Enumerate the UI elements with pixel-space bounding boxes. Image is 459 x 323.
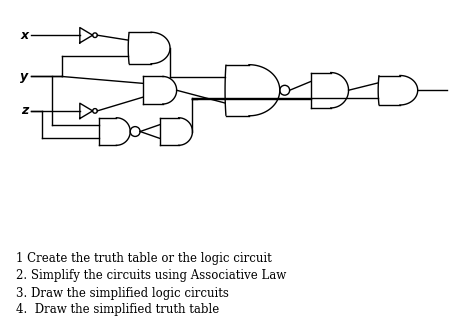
Text: 3. Draw the simplified logic circuits: 3. Draw the simplified logic circuits [17,287,229,300]
Text: y: y [21,70,28,83]
Text: 1 Create the truth table or the logic circuit: 1 Create the truth table or the logic ci… [17,252,272,265]
Text: 2. Simplify the circuits using Associative Law: 2. Simplify the circuits using Associati… [17,269,286,282]
Text: x: x [21,29,28,42]
Text: 4.  Draw the simplified truth table: 4. Draw the simplified truth table [17,303,219,316]
Text: z: z [21,104,28,117]
